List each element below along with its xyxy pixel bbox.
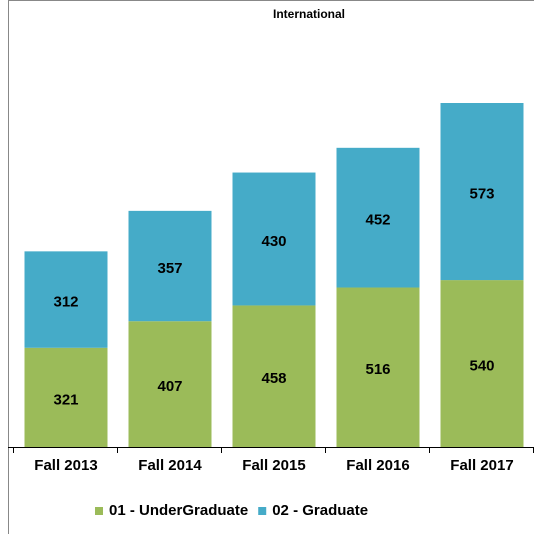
x-tick-label: Fall 2014 <box>138 457 202 474</box>
x-tick-label: Fall 2013 <box>34 457 97 474</box>
data-label: 312 <box>53 294 78 311</box>
bar-segment <box>128 210 212 322</box>
data-label: 458 <box>261 370 286 387</box>
bar-segment <box>336 287 420 447</box>
chart-border <box>8 0 534 534</box>
legend-label: 02 - Graduate <box>272 502 368 519</box>
legend-label: 01 - UnderGraduate <box>109 502 248 519</box>
legend-swatch <box>95 507 103 515</box>
x-tick-label: Fall 2017 <box>450 457 513 474</box>
bar-segment <box>336 147 420 288</box>
data-label: 452 <box>365 212 390 229</box>
data-label: 321 <box>53 391 78 408</box>
bar-segment <box>24 347 108 447</box>
x-tick-label: Fall 2015 <box>242 457 305 474</box>
data-label: 540 <box>469 358 494 375</box>
data-label: 407 <box>157 378 182 395</box>
bar-segment <box>128 321 212 447</box>
bar-segment <box>24 251 108 348</box>
data-label: 573 <box>469 186 494 203</box>
legend-swatch <box>258 507 267 515</box>
x-tick-label: Fall 2016 <box>346 457 409 474</box>
data-label: 516 <box>365 361 390 378</box>
bar-segment <box>440 103 524 281</box>
bar-segment <box>232 172 316 306</box>
chart-title: International <box>273 7 345 21</box>
data-label: 357 <box>157 260 182 277</box>
bar-segment <box>232 305 316 447</box>
data-label: 430 <box>261 233 286 250</box>
bar-segment <box>440 280 524 447</box>
